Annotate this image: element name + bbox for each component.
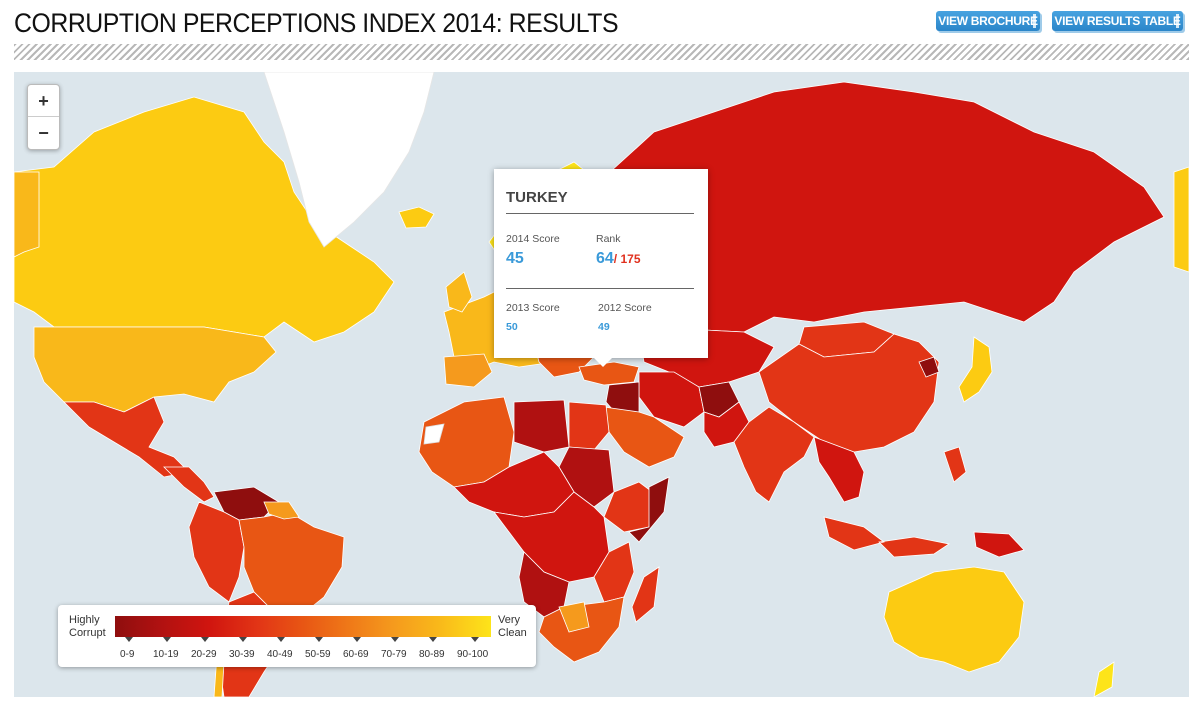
legend-range-label: 80-89 <box>419 649 445 660</box>
country-mexico[interactable] <box>63 396 190 478</box>
zoom-control: + − <box>27 84 60 150</box>
legend-tick <box>471 637 479 642</box>
legend-clean-line2: Clean <box>498 627 527 639</box>
zoom-out-button[interactable]: − <box>38 123 49 143</box>
legend-range-label: 20-29 <box>191 649 217 660</box>
zoom-in-button[interactable]: + <box>28 85 59 117</box>
legend-clean-line1: Very <box>498 614 521 626</box>
country-libya[interactable] <box>513 399 570 453</box>
legend-tick <box>201 637 209 642</box>
region-indonesia[interactable] <box>823 516 951 558</box>
legend-range-label: 40-49 <box>267 649 293 660</box>
region-andes[interactable] <box>188 501 245 603</box>
legend-range-label: 10-19 <box>153 649 179 660</box>
rank-label: Rank <box>596 233 621 245</box>
score-2014-label: 2014 Score <box>506 233 560 245</box>
region-guianas[interactable] <box>263 501 300 520</box>
country-iceland[interactable] <box>398 206 435 229</box>
legend-corrupt-label: Highly Corrupt <box>69 614 106 640</box>
country-western-sahara-morocco[interactable] <box>423 423 445 445</box>
region-iran[interactable] <box>638 371 705 428</box>
page-title: CORRUPTION PERCEPTIONS INDEX 2014: RESUL… <box>14 8 619 38</box>
rank-value-group: 64/ 175 <box>596 250 641 268</box>
score-2014-value: 45 <box>506 250 524 267</box>
legend-corrupt-line1: Highly <box>69 614 100 626</box>
country-north-korea[interactable] <box>918 356 940 378</box>
country-usa-alaska[interactable] <box>14 171 40 258</box>
popup-divider <box>506 213 694 214</box>
popup-country-name: TURKEY <box>506 189 568 206</box>
map-legend: Highly Corrupt Very Clean 0-9 10-19 20-2… <box>58 605 536 667</box>
legend-tick <box>239 637 247 642</box>
country-india[interactable] <box>733 406 815 503</box>
world-map[interactable] <box>14 72 1189 697</box>
legend-tick <box>315 637 323 642</box>
popup-divider <box>506 288 694 289</box>
country-japan[interactable] <box>958 336 993 403</box>
country-madagascar[interactable] <box>631 566 660 623</box>
score-2013-label: 2013 Score <box>506 302 560 314</box>
button-edge-decoration <box>1176 14 1179 28</box>
legend-corrupt-line2: Corrupt <box>69 627 106 639</box>
legend-range-label: 70-79 <box>381 649 407 660</box>
legend-range-label: 90-100 <box>457 649 489 660</box>
country-china[interactable] <box>758 333 940 453</box>
legend-range-label: 0-9 <box>120 649 135 660</box>
region-far-east-edge[interactable] <box>1173 166 1189 273</box>
header-divider <box>14 44 1189 60</box>
legend-tick <box>353 637 361 642</box>
country-new-zealand[interactable] <box>1093 661 1115 697</box>
legend-range-label: 50-59 <box>305 649 331 660</box>
rank-total: / 175 <box>613 252 641 266</box>
country-turkey[interactable] <box>578 361 640 386</box>
country-taiwan-philippines[interactable] <box>943 446 967 483</box>
country-usa[interactable] <box>33 326 277 413</box>
rank-value: 64 <box>596 250 614 267</box>
country-egypt[interactable] <box>568 401 610 451</box>
country-australia[interactable] <box>883 566 1025 673</box>
greenland[interactable] <box>263 72 435 248</box>
region-iberia[interactable] <box>443 353 493 388</box>
view-brochure-label: VIEW BROCHURE <box>938 14 1038 28</box>
country-popup: TURKEY 2014 Score 45 Rank 64/ 175 2013 S… <box>494 169 708 367</box>
map-canvas[interactable] <box>14 72 1189 697</box>
view-brochure-button[interactable]: VIEW BROCHURE <box>936 11 1040 31</box>
legend-tick <box>391 637 399 642</box>
legend-tick <box>125 637 133 642</box>
button-edge-decoration <box>1033 14 1036 28</box>
score-2013-value: 50 <box>506 321 518 333</box>
legend-color-scale <box>115 616 491 637</box>
legend-range-label: 30-39 <box>229 649 255 660</box>
region-central-america[interactable] <box>163 466 215 503</box>
score-2012-value: 49 <box>598 321 610 333</box>
region-southeast-asia[interactable] <box>813 436 865 503</box>
country-saudi-arabia[interactable] <box>603 406 685 468</box>
legend-tick <box>429 637 437 642</box>
legend-tick <box>163 637 171 642</box>
country-somalia[interactable] <box>628 476 670 543</box>
score-2012-label: 2012 Score <box>598 302 652 314</box>
region-uk[interactable] <box>445 271 473 313</box>
view-results-table-button[interactable]: VIEW RESULTS TABLE <box>1052 11 1183 31</box>
country-png[interactable] <box>973 531 1025 558</box>
legend-clean-label: Very Clean <box>498 614 527 640</box>
country-botswana[interactable] <box>558 601 590 633</box>
legend-range-label: 60-69 <box>343 649 369 660</box>
view-results-table-label: VIEW RESULTS TABLE <box>1054 14 1181 28</box>
legend-tick <box>277 637 285 642</box>
